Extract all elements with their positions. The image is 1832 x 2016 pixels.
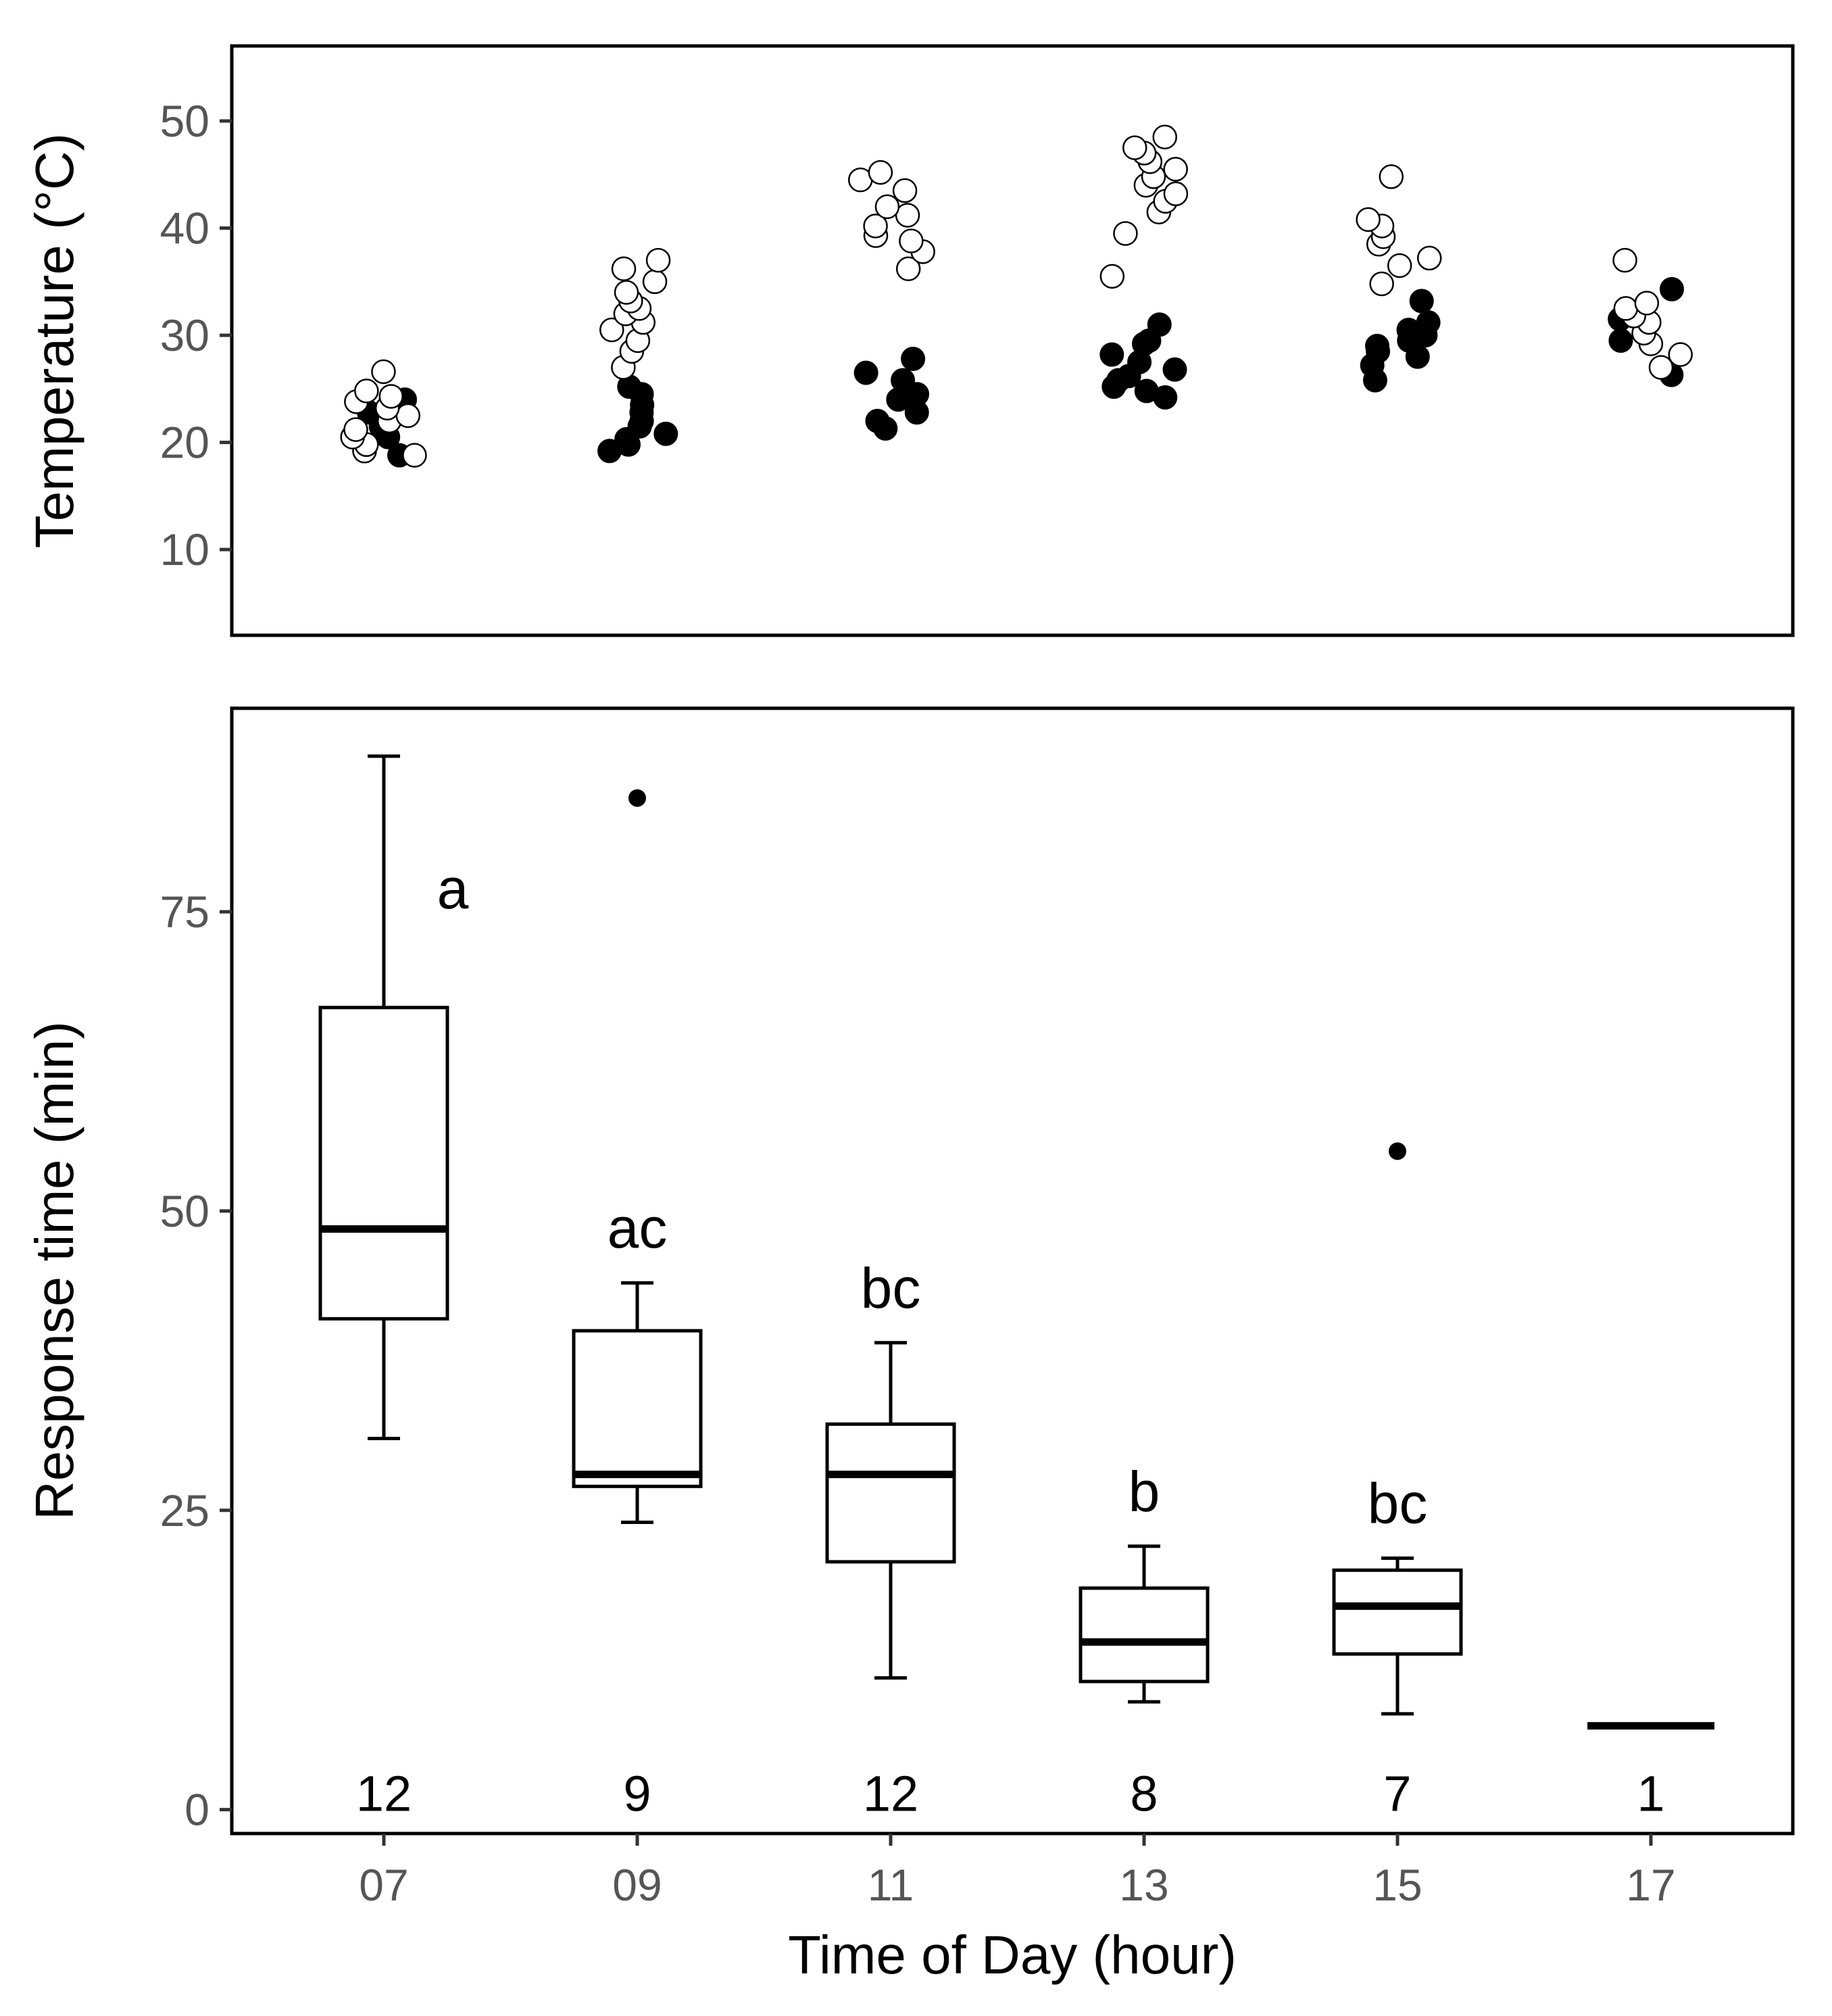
significance-letter: bc [1368,1472,1428,1535]
temperature-point-open [1634,291,1660,316]
temperature-point-open [1369,271,1394,297]
temperature-panel-frame [230,44,1795,637]
temperature-point-open [1387,253,1412,278]
sample-size-label: 1 [1637,1766,1664,1822]
significance-letter: a [437,857,469,920]
temperature-point-filled [865,408,890,433]
temperature-point-filled [1365,333,1390,358]
temperature-point-open [354,378,379,403]
temperature-point-open [371,359,396,385]
temperature-points [340,124,1693,468]
box-iqr [1332,1568,1463,1656]
response-time-panel-frame [230,706,1795,1836]
significance-letter: bc [861,1256,921,1320]
temperature-point-open [874,194,900,220]
temperature-point-open [645,247,671,273]
temperature-point-open [614,280,639,305]
temperature-point-open [895,256,921,282]
temperature-point-open [1152,124,1177,150]
temperature-point-open [1612,247,1637,273]
response-time-y-axis: 0 25 50 75 [160,887,232,1835]
y-tick-label: 75 [160,887,209,937]
temperature-point-filled [891,368,916,393]
time-of-day-x-axis-title: Time of Day (hour) [788,1925,1237,1985]
y-tick-label: 10 [160,524,209,574]
temperature-panel: 10 20 30 40 50 Temperature (°C) [24,44,1795,637]
significance-letter: b [1129,1460,1160,1523]
temperature-point-filled [1162,357,1187,382]
response-time-y-axis-title: Response time (min) [24,1021,84,1520]
sample-size-label: 9 [623,1766,651,1822]
temperature-point-filled [1147,312,1172,337]
box-iqr [1079,1586,1210,1683]
x-tick-label: 13 [1119,1860,1168,1910]
temperature-point-open [1648,355,1674,380]
temperature-point-open [1379,164,1404,189]
temperature-point-open [868,159,893,185]
temperature-point-open [863,214,888,239]
response-time-panel: 0 25 50 75 07 09 11 13 15 17 a 12 ac 9 bc 12 b 8 bc 7 1 Re… [24,706,1795,1985]
y-tick-label: 25 [160,1485,209,1535]
x-tick-label: 09 [612,1860,662,1910]
response-time-boxes: a 12 ac 9 bc 12 b 8 bc 7 1 [318,754,1714,1822]
box-outlier [1389,1142,1406,1160]
box-iqr [825,1422,956,1564]
temperature-point-filled [853,360,878,385]
temperature-point-open [1099,264,1125,289]
temperature-point-filled [1416,310,1441,335]
temperature-point-filled [1409,289,1434,314]
temperature-point-open [611,256,637,282]
y-tick-label: 40 [160,203,209,253]
x-tick-label: 17 [1626,1860,1675,1910]
x-tick-label: 11 [868,1860,914,1910]
sample-size-label: 12 [863,1766,918,1822]
temperature-point-open [899,228,924,253]
sample-size-label: 12 [356,1766,412,1822]
y-tick-label: 50 [160,1186,209,1236]
temperature-point-filled [901,346,926,371]
temperature-point-open [1163,181,1189,207]
significance-letter: ac [608,1196,668,1260]
y-tick-label: 30 [160,310,209,360]
temperature-point-filled [1659,276,1684,301]
temperature-point-open [599,317,624,343]
temperature-point-filled [653,421,678,446]
temperature-point-open [395,403,421,428]
temperature-y-axis: 10 20 30 40 50 [160,96,232,574]
sample-size-label: 8 [1130,1766,1158,1822]
temperature-point-open [642,269,668,295]
sample-size-label: 7 [1383,1766,1411,1822]
temperature-point-open [1163,157,1188,182]
x-tick-label: 15 [1372,1860,1422,1910]
temperature-point-open [343,417,368,442]
y-tick-label: 20 [160,418,209,468]
temperature-point-open [402,443,427,468]
box-iqr [572,1329,703,1488]
temperature-point-open [1613,296,1639,321]
temperature-point-open [892,178,918,203]
time-of-day-x-axis: 07 09 11 13 15 17 [359,1834,1676,1910]
temperature-point-open [378,384,403,409]
temperature-point-open [1113,221,1138,246]
temperature-point-open [1416,245,1442,271]
box-iqr [318,1006,449,1321]
temperature-point-open [1122,135,1147,160]
y-tick-label: 50 [160,96,209,146]
temperature-point-filled [1608,328,1633,353]
temperature-point-filled [1134,378,1159,403]
x-tick-label: 07 [359,1860,408,1910]
temperature-point-open [1668,342,1693,367]
y-tick-label: 0 [184,1785,209,1835]
temperature-point-open [1356,207,1381,232]
temperature-point-filled [1099,342,1124,367]
temperature-y-axis-title: Temperature (°C) [24,133,84,548]
box-outlier [628,789,646,807]
